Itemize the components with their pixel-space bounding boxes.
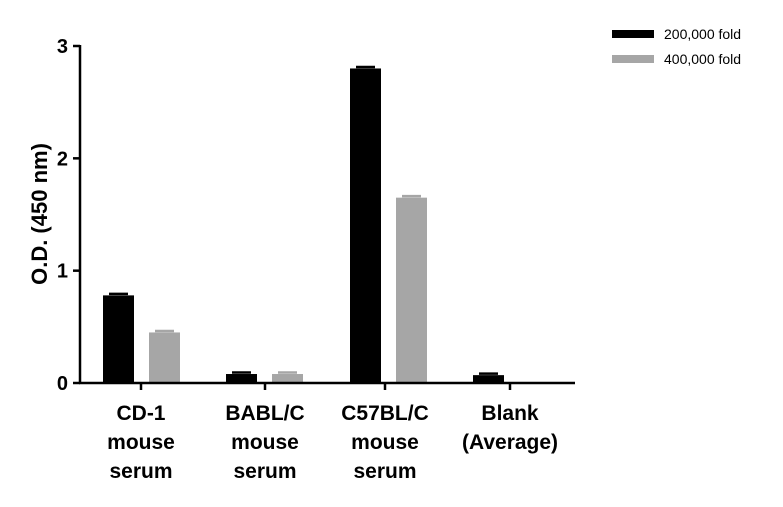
bar-1-3 xyxy=(350,68,381,383)
bar-2-3 xyxy=(396,197,427,383)
legend-swatch-1 xyxy=(612,30,654,38)
bars-group xyxy=(103,65,504,383)
category-label-4-line-1: Blank xyxy=(481,402,539,425)
category-label-4-line-2: (Average) xyxy=(462,431,558,454)
y-axis-label: O.D. (450 nm) xyxy=(27,143,52,285)
category-label-1-line-1: CD-1 xyxy=(116,402,165,425)
category-label-3-line-3: serum xyxy=(353,460,416,483)
legend-label-1: 200,000 fold xyxy=(664,26,741,42)
category-label-3-line-2: mouse xyxy=(351,431,419,454)
bar-1-1 xyxy=(103,295,134,383)
bar-1-2 xyxy=(226,374,257,383)
category-label-2-line-3: serum xyxy=(233,460,296,483)
category-label-2-line-2: mouse xyxy=(231,431,299,454)
category-label-2-line-1: BABL/C xyxy=(225,402,304,425)
legend-swatch-2 xyxy=(612,55,654,63)
legend-label-2: 400,000 fold xyxy=(664,51,741,67)
bar-1-4 xyxy=(473,375,504,383)
bar-2-1 xyxy=(149,332,180,383)
bar-2-2 xyxy=(272,374,303,383)
category-label-1-line-3: serum xyxy=(109,460,172,483)
category-label-1-line-2: mouse xyxy=(107,431,175,454)
category-label-3-line-1: C57BL/C xyxy=(341,402,429,425)
y-tick-label-1: 1 xyxy=(57,261,68,283)
y-tick-label-2: 2 xyxy=(57,148,68,170)
y-tick-label-0: 0 xyxy=(57,373,68,395)
legend: 200,000 fold 400,000 fold xyxy=(612,26,741,67)
axes-group: 0 1 2 3 CD-1 mouse serum BABL/C mouse serum C57BL/… xyxy=(57,36,575,483)
y-tick-label-3: 3 xyxy=(57,36,68,58)
